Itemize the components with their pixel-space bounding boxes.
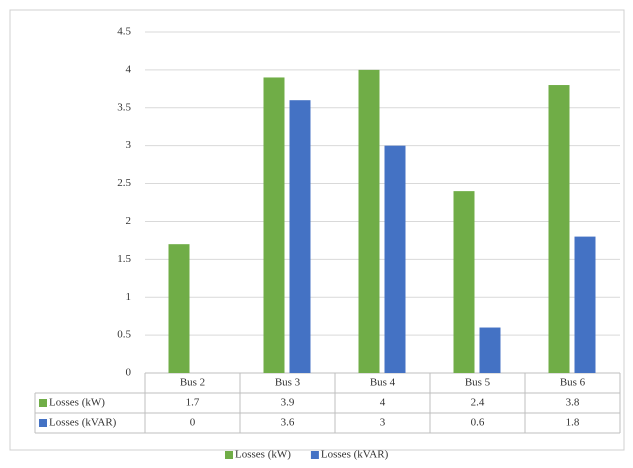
table-cell: 1.8	[566, 417, 580, 429]
x-tick-label: Bus 2	[180, 377, 205, 389]
y-tick-label: 4	[126, 63, 132, 75]
table-cell: 3.6	[281, 417, 295, 429]
bar	[289, 100, 311, 373]
y-tick-label: 1	[126, 291, 132, 303]
table-cell: 4	[380, 397, 386, 409]
bar	[574, 236, 596, 373]
y-tick-label: 0	[126, 367, 132, 379]
y-tick-label: 2	[126, 215, 132, 227]
table-row-label: Losses (kW)	[49, 397, 105, 409]
y-tick-label: 2.5	[117, 177, 131, 189]
bar	[548, 85, 570, 374]
legend-label: Losses (kVAR)	[321, 449, 389, 461]
bar	[384, 145, 406, 373]
table-cell: 3.9	[281, 397, 295, 409]
bar	[453, 191, 475, 373]
x-tick-label: Bus 5	[465, 377, 491, 389]
legend-key	[225, 451, 233, 459]
table-cell: 3.8	[566, 397, 580, 409]
bar	[168, 244, 190, 373]
table-cell: 0	[190, 417, 196, 429]
x-tick-label: Bus 3	[275, 377, 301, 389]
legend-key	[310, 451, 319, 459]
y-tick-label: 1.5	[117, 253, 131, 265]
y-tick-label: 3.5	[117, 101, 131, 113]
table-legend-key	[39, 399, 47, 407]
y-tick-label: 4.5	[117, 26, 131, 38]
x-tick-label: Bus 6	[560, 377, 586, 389]
table-row-label: Losses (kVAR)	[49, 417, 117, 429]
legend-label: Losses (kW)	[235, 449, 291, 461]
bar	[358, 69, 380, 373]
y-tick-label: 3	[126, 139, 132, 151]
bar	[263, 77, 285, 373]
x-tick-label: Bus 4	[370, 377, 396, 389]
bar	[479, 327, 501, 373]
table-cell: 1.7	[186, 397, 200, 409]
table-legend-key	[39, 419, 47, 427]
table-cell: 2.4	[471, 397, 485, 409]
table-cell: 0.6	[471, 417, 485, 429]
chart-border	[9, 9, 625, 451]
y-tick-label: 0.5	[117, 329, 131, 341]
table-cell: 3	[380, 417, 386, 429]
